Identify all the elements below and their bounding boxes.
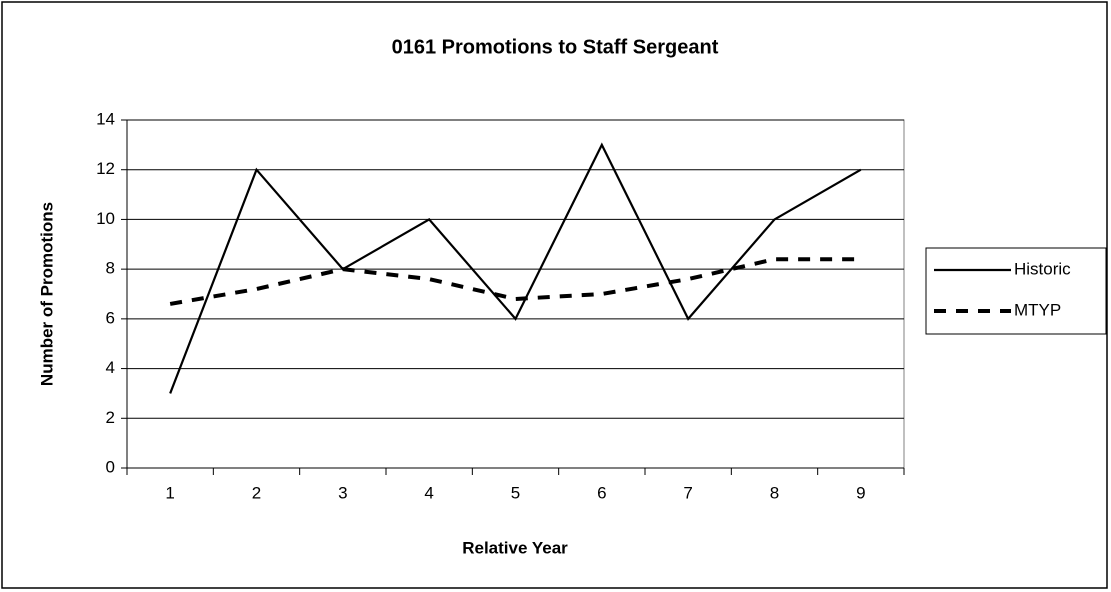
legend-box xyxy=(925,247,1107,335)
y-tick-label: 14 xyxy=(96,109,115,128)
y-tick-label: 0 xyxy=(106,457,115,476)
line-series xyxy=(169,257,861,306)
y-tick-label: 8 xyxy=(106,259,115,278)
y-tick-label: 10 xyxy=(96,209,115,228)
x-tick-label: 1 xyxy=(165,483,174,502)
y-tick-label: 4 xyxy=(106,358,115,377)
legend-label: Historic xyxy=(1014,259,1071,278)
chart-title: 0161 Promotions to Staff Sergeant xyxy=(392,36,719,58)
y-tick-label: 6 xyxy=(106,308,115,327)
x-tick-label: 4 xyxy=(424,483,433,502)
x-axis-label: Relative Year xyxy=(462,538,568,557)
x-tick-label: 8 xyxy=(770,483,779,502)
x-tick-label: 7 xyxy=(683,483,692,502)
x-tick-label: 9 xyxy=(856,483,865,502)
x-tick-label: 2 xyxy=(252,483,261,502)
x-tick-label: 6 xyxy=(597,483,606,502)
y-tick-label: 2 xyxy=(106,408,115,427)
legend-label: MTYP xyxy=(1014,300,1061,319)
y-tick-label: 12 xyxy=(96,159,115,178)
line-series xyxy=(169,142,862,394)
x-tick-label: 3 xyxy=(338,483,347,502)
y-axis-label: Number of Promotions xyxy=(37,202,56,386)
x-tick-label: 5 xyxy=(511,483,520,502)
